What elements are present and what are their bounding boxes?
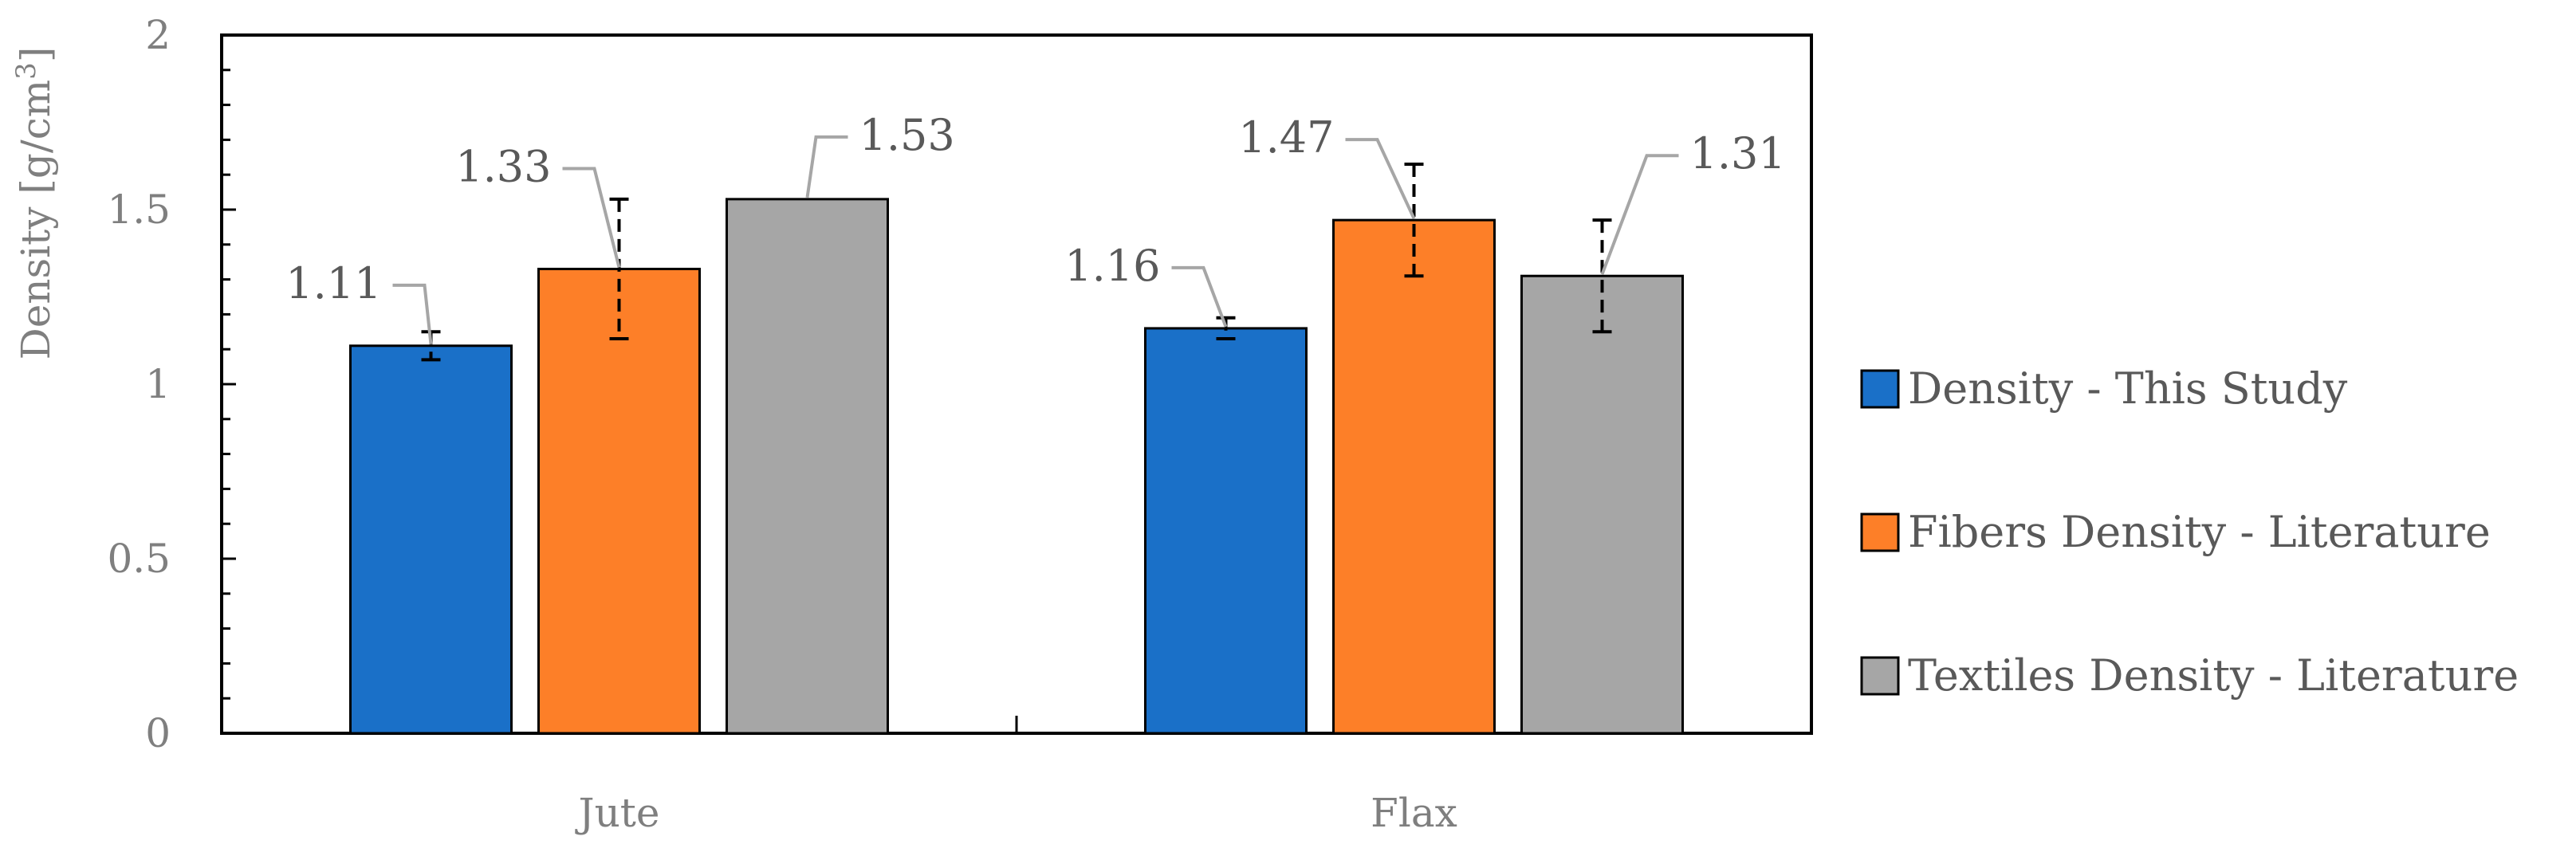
y-tick-label: 0.5 — [107, 536, 171, 582]
data-label-leader — [392, 283, 433, 345]
y-tick-label: 1.5 — [107, 187, 171, 233]
legend: Density - This Study Fibers Density - Lit… — [1860, 363, 2519, 701]
data-label: 1.33 — [455, 141, 551, 191]
legend-label: Textiles Density - Literature — [1908, 650, 2519, 701]
y-axis-title-superscript: 3 — [10, 62, 42, 80]
legend-swatch — [1860, 369, 1900, 409]
bar — [349, 344, 513, 735]
bar — [1520, 274, 1684, 735]
data-label: 1.31 — [1690, 128, 1786, 179]
data-label: 1.11 — [285, 258, 381, 308]
bar — [726, 198, 889, 735]
data-labels: 1.11 1.16 1.33 1.47 1.53 1.31 — [285, 110, 1786, 345]
data-label: 1.16 — [1064, 241, 1160, 291]
y-tick-label: 2 — [145, 12, 171, 58]
y-tick-label: 1 — [145, 361, 171, 407]
y-axis-title-text: Density [g/cm — [13, 80, 59, 360]
legend-label: Density - This Study — [1908, 363, 2348, 414]
data-label: 1.53 — [859, 110, 955, 160]
bar — [1144, 327, 1308, 735]
data-label-leader — [805, 135, 848, 198]
legend-swatch — [1860, 656, 1900, 696]
data-label-leader — [1171, 265, 1228, 328]
data-label-leader — [1600, 154, 1679, 275]
y-tick-label: 0 — [145, 710, 171, 756]
y-axis-title-close: ] — [13, 47, 59, 63]
y-axis-title: Density [g/cm3] — [10, 47, 59, 360]
data-label-leader — [1345, 138, 1416, 219]
data-label: 1.47 — [1238, 112, 1334, 163]
bar — [1332, 218, 1496, 735]
data-label-leader — [562, 167, 621, 268]
bars — [349, 198, 1684, 735]
legend-swatch — [1860, 512, 1900, 552]
x-axis: Jute Flax — [575, 716, 1457, 836]
legend-label: Fibers Density - Literature — [1908, 507, 2491, 557]
x-category-label: Jute — [575, 790, 660, 836]
x-category-label: Flax — [1371, 790, 1457, 836]
y-axis: 0 0.5 1 1.5 2 — [107, 12, 236, 756]
